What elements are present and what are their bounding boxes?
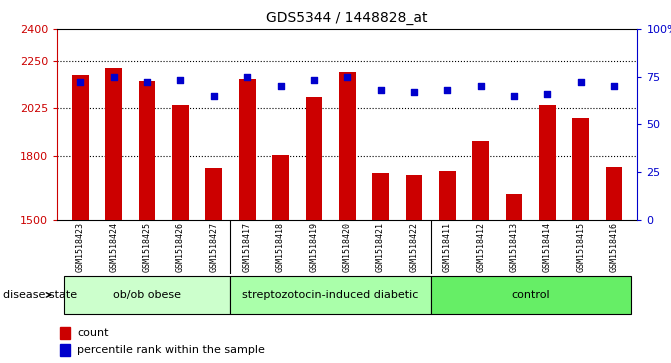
Text: GSM1518415: GSM1518415 <box>576 222 585 272</box>
Point <box>309 78 319 83</box>
Text: GSM1518419: GSM1518419 <box>309 222 318 272</box>
Bar <box>72 74 89 220</box>
Text: ob/ob obese: ob/ob obese <box>113 290 181 300</box>
Text: streptozotocin-induced diabetic: streptozotocin-induced diabetic <box>242 290 419 300</box>
Bar <box>339 73 356 220</box>
Point <box>609 83 619 89</box>
Text: GSM1518414: GSM1518414 <box>543 222 552 272</box>
Text: GSM1518425: GSM1518425 <box>143 222 152 272</box>
Bar <box>172 105 189 220</box>
Bar <box>439 171 456 220</box>
Bar <box>472 141 489 220</box>
Point <box>575 79 586 85</box>
Bar <box>60 344 70 356</box>
Point <box>542 91 553 97</box>
Text: GSM1518422: GSM1518422 <box>409 222 419 272</box>
Text: GSM1518418: GSM1518418 <box>276 222 285 272</box>
Title: GDS5344 / 1448828_at: GDS5344 / 1448828_at <box>266 11 428 25</box>
Text: control: control <box>511 290 550 300</box>
Point <box>142 79 152 85</box>
Text: GSM1518412: GSM1518412 <box>476 222 485 272</box>
Text: GSM1518424: GSM1518424 <box>109 222 118 272</box>
Bar <box>64 276 231 314</box>
Text: GSM1518421: GSM1518421 <box>376 222 385 272</box>
Point <box>175 78 186 83</box>
Point <box>275 83 286 89</box>
Bar <box>205 168 222 220</box>
Text: GSM1518423: GSM1518423 <box>76 222 85 272</box>
Point <box>75 79 86 85</box>
Bar <box>239 79 256 220</box>
Bar <box>60 327 70 339</box>
Text: percentile rank within the sample: percentile rank within the sample <box>77 345 265 355</box>
Bar <box>431 276 631 314</box>
Text: GSM1518413: GSM1518413 <box>509 222 519 272</box>
Point <box>475 83 486 89</box>
Point <box>409 89 419 95</box>
Text: GSM1518426: GSM1518426 <box>176 222 185 272</box>
Point <box>375 87 386 93</box>
Bar <box>272 155 289 220</box>
Bar <box>305 97 322 220</box>
Text: GSM1518417: GSM1518417 <box>243 222 252 272</box>
Bar <box>606 167 623 220</box>
Point <box>442 87 453 93</box>
Bar <box>372 173 389 220</box>
Point <box>109 74 119 79</box>
Bar <box>105 68 122 220</box>
Text: GSM1518427: GSM1518427 <box>209 222 218 272</box>
Point <box>509 93 519 99</box>
Bar <box>572 118 589 220</box>
Text: GSM1518420: GSM1518420 <box>343 222 352 272</box>
Bar <box>139 81 156 220</box>
Point <box>342 74 353 79</box>
Text: count: count <box>77 328 109 338</box>
Bar <box>506 194 522 220</box>
Point <box>209 93 219 99</box>
Text: GSM1518416: GSM1518416 <box>609 222 619 272</box>
Bar <box>539 105 556 220</box>
Bar <box>405 175 422 220</box>
Point <box>242 74 252 79</box>
Text: disease state: disease state <box>3 290 77 300</box>
Text: GSM1518411: GSM1518411 <box>443 222 452 272</box>
Bar <box>231 276 431 314</box>
